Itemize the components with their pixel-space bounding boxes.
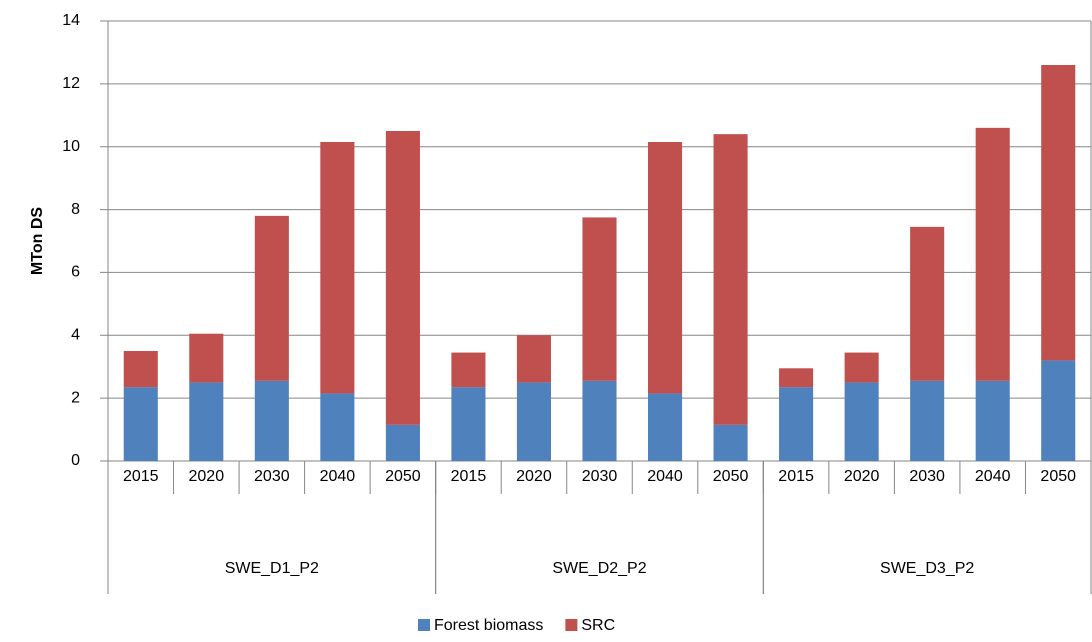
x-tick-label: 2030 [582,468,618,485]
bar-segment [320,142,355,394]
y-tick-label: 8 [71,201,80,218]
bar-segment [975,380,1010,461]
bar-segment [516,335,552,383]
legend-swatch [418,619,430,631]
bar-segment [910,380,945,461]
x-tick-label: 2030 [909,468,945,485]
bar-segment [713,424,748,461]
bar-segment [451,387,486,461]
bar-segment [189,333,224,383]
x-tick-label: 2040 [975,468,1011,485]
y-tick-label: 12 [62,75,80,92]
x-tick-label: 2030 [254,468,290,485]
bar-segment [910,226,945,381]
bar-segment [320,393,355,461]
bar-segment [975,127,1010,381]
bar-segment [844,382,879,461]
bar-segment [779,387,814,461]
x-tick-label: 2050 [713,468,749,485]
bar-segment [254,215,289,381]
legend-label: SRC [581,617,615,634]
x-tick-label: 2015 [123,468,159,485]
bar-segment [451,352,486,388]
x-tick-label: 2050 [1040,468,1076,485]
bar-segment [647,142,683,394]
y-tick-label: 2 [71,389,80,406]
x-tick-label: 2020 [516,468,552,485]
y-axis-label: MTon DS [29,207,46,275]
x-tick-label: 2050 [385,468,421,485]
bar-segment [779,368,814,388]
legend-swatch [565,619,578,631]
bar-segment [713,134,748,425]
bar-segment [123,351,158,388]
bar-segment [385,424,420,461]
group-label: SWE_D1_P2 [225,560,319,577]
bar-segment [1041,65,1076,361]
bar-segment [1041,360,1076,461]
bar-segment [516,382,552,461]
bar-segment [582,380,617,461]
x-tick-label: 2020 [189,468,225,485]
x-tick-label: 2015 [451,468,487,485]
bar-segment [385,131,420,425]
x-tick-label: 2040 [647,468,683,485]
x-tick-label: 2040 [320,468,356,485]
x-tick-label: 2020 [844,468,880,485]
bar-segment [254,380,289,461]
y-tick-label: 6 [71,264,80,281]
legend-label: Forest biomass [434,617,543,634]
group-label: SWE_D2_P2 [552,560,646,577]
bar-segment [582,217,617,381]
y-tick-label: 4 [71,327,80,344]
group-label: SWE_D3_P2 [880,560,974,577]
bar-segment [844,352,879,383]
bar-segment [123,387,158,461]
y-tick-label: 14 [62,12,80,29]
x-tick-label: 2015 [778,468,814,485]
bar-segment [647,393,683,461]
y-tick-label: 0 [71,452,80,469]
y-tick-label: 10 [62,138,80,155]
bar-segment [189,382,224,461]
